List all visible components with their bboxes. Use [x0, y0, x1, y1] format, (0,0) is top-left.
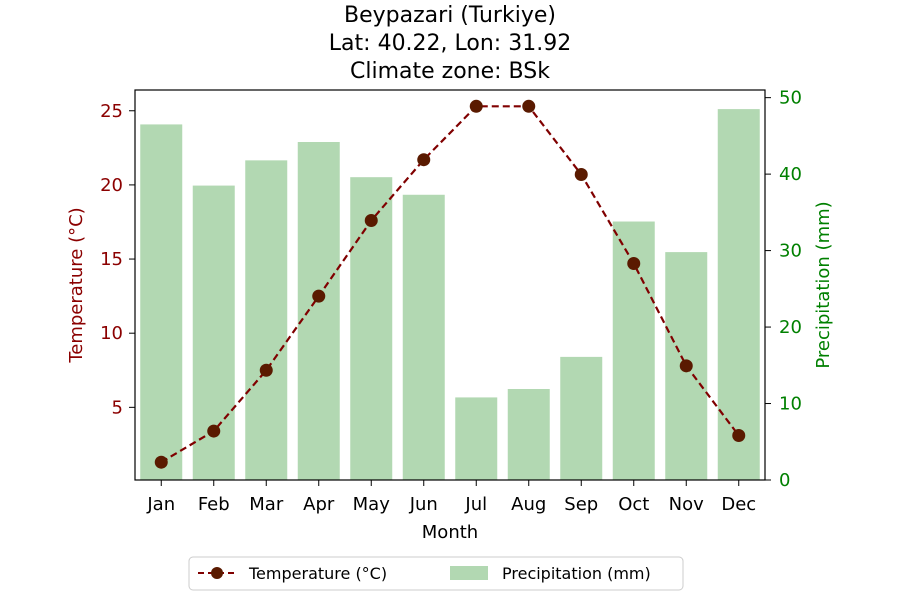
temperature-point-dec	[732, 429, 746, 443]
right-tick-label: 10	[779, 394, 802, 415]
precipitation-bar-apr	[297, 142, 340, 480]
temperature-point-may	[364, 213, 378, 227]
chart-title: Beypazari (Turkiye) Lat: 40.22, Lon: 31.…	[329, 3, 571, 84]
temperature-series-line	[160, 105, 740, 464]
precipitation-bar-dec	[717, 109, 760, 480]
x-tick-label: Jun	[409, 494, 438, 515]
temperature-point-mar	[259, 363, 273, 377]
right-tick-label: 0	[779, 470, 790, 491]
plot-frame	[134, 89, 766, 481]
left-tick-label: 10	[100, 323, 123, 344]
x-tick-label: Jan	[146, 494, 175, 515]
x-axis-label: Month	[422, 522, 478, 543]
title-line-3: Climate zone: BSk	[350, 59, 550, 84]
precipitation-bar-jul	[455, 397, 498, 480]
temperature-point-oct	[627, 256, 641, 270]
precipitation-bars	[140, 109, 760, 481]
x-tick-label: Aug	[511, 494, 546, 515]
legend: Temperature (°C) Precipitation (mm)	[188, 556, 684, 591]
temperature-point-jun	[417, 153, 431, 167]
temperature-point-apr	[312, 289, 326, 303]
x-tick-label: Feb	[198, 494, 230, 515]
right-tick-label: 30	[779, 241, 802, 262]
right-tick-label: 50	[779, 88, 802, 109]
x-tick-label: Sep	[564, 494, 598, 515]
temperature-line	[154, 99, 746, 469]
precipitation-bar-sep	[560, 356, 603, 480]
legend-temperature-marker	[211, 567, 223, 579]
left-tick-label: 25	[100, 101, 123, 122]
legend-temperature-label: Temperature (°C)	[248, 564, 387, 583]
left-tick-label: 15	[100, 249, 123, 270]
right-tick-label: 20	[779, 317, 802, 338]
x-tick-label: May	[353, 494, 391, 515]
x-tick-label: Jul	[464, 494, 487, 515]
left-axis-label: Temperature (°C)	[66, 207, 87, 363]
temperature-point-sep	[574, 168, 588, 182]
temperature-point-aug	[522, 99, 536, 113]
title-line-1: Beypazari (Turkiye)	[344, 3, 556, 28]
x-tick-label: Mar	[249, 494, 284, 515]
x-axis-ticks: Jan Feb Mar Apr May Jun Jul Aug Sep Oct Nov Dec	[146, 480, 756, 515]
right-axis-label: Precipitation (mm)	[813, 201, 834, 368]
precipitation-bar-aug	[507, 389, 550, 480]
precipitation-bar-jun	[402, 194, 445, 480]
legend-precipitation-swatch	[450, 566, 488, 580]
precipitation-bar-may	[350, 177, 393, 481]
left-tick-label: 20	[100, 175, 123, 196]
x-tick-label: Nov	[669, 494, 704, 515]
right-axis-ticks: 0 10 20 30 40 50	[765, 88, 802, 491]
legend-precipitation-label: Precipitation (mm)	[502, 564, 651, 583]
precipitation-bar-mar	[245, 160, 288, 480]
left-axis-ticks: 5 10 15 20 25	[100, 101, 135, 418]
x-tick-label: Oct	[618, 494, 649, 515]
temperature-point-jan	[154, 455, 168, 469]
temperature-point-nov	[679, 359, 693, 373]
title-line-2: Lat: 40.22, Lon: 31.92	[329, 31, 571, 56]
x-tick-label: Apr	[303, 494, 335, 515]
temperature-point-feb	[207, 424, 221, 438]
precipitation-bar-jan	[140, 124, 183, 480]
left-tick-label: 5	[112, 397, 123, 418]
temperature-point-jul	[469, 99, 483, 113]
right-tick-label: 40	[779, 164, 802, 185]
legend-box	[188, 556, 684, 591]
x-tick-label: Dec	[721, 494, 756, 515]
